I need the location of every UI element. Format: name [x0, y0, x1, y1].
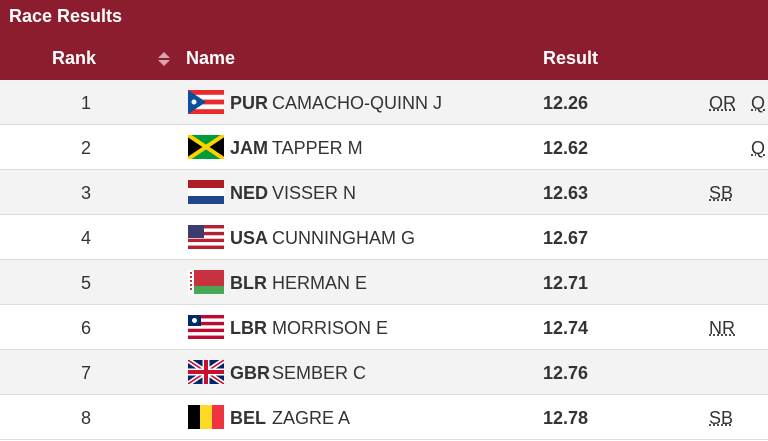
qualification-note: Q — [751, 138, 766, 158]
result: 12.67 — [543, 228, 589, 248]
result: 12.26 — [543, 93, 589, 113]
flag — [188, 315, 224, 339]
rank: 5 — [80, 273, 91, 293]
table-row[interactable]: 3 NED VISSER N 12.63 SB — [0, 170, 768, 215]
header-bar: Race Results Rank Name Result — [0, 0, 768, 80]
record-note: OR — [709, 93, 736, 113]
country-code: PUR — [230, 93, 269, 113]
result: 12.78 — [543, 408, 589, 428]
athlete-name[interactable]: CUNNINGHAM G — [272, 228, 415, 248]
flag — [188, 225, 224, 249]
column-header[interactable]: Name — [186, 48, 236, 68]
athlete-name[interactable]: MORRISON E — [272, 318, 389, 338]
flag — [188, 360, 224, 384]
athlete-name[interactable]: TAPPER M — [272, 138, 363, 158]
result: 12.74 — [543, 318, 589, 338]
table-row[interactable]: 5 BLR HERMAN E 12.71 — [0, 260, 768, 305]
country-code: USA — [230, 228, 269, 248]
table-row[interactable]: 1 PUR CAMACHO-QUINN J 12.26 OR Q — [0, 80, 768, 125]
athlete-name[interactable]: HERMAN E — [272, 273, 368, 293]
country-code: BLR — [230, 273, 267, 293]
country-code: JAM — [230, 138, 269, 158]
table-row[interactable]: 6 LBR MORRISON E 12.74 NR — [0, 305, 768, 350]
record-note: NR — [709, 318, 735, 338]
flag — [188, 135, 224, 159]
column-header[interactable]: Result — [543, 48, 599, 68]
table-row[interactable]: 7 GBR SEMBER C 12.76 — [0, 350, 768, 395]
result: 12.63 — [543, 183, 589, 203]
result: 12.62 — [543, 138, 589, 158]
country-code: LBR — [230, 318, 267, 338]
rank: 3 — [80, 183, 91, 203]
country-code: BEL — [230, 408, 266, 428]
country-code: GBR — [230, 363, 270, 383]
athlete-name[interactable]: ZAGRE A — [272, 408, 351, 428]
rank: 6 — [80, 318, 91, 338]
result: 12.76 — [543, 363, 589, 383]
qualification-note: Q — [751, 93, 766, 113]
flag — [188, 270, 224, 294]
country-code: NED — [230, 183, 269, 203]
sort-icon[interactable] — [157, 51, 171, 67]
record-note: SB — [709, 183, 734, 203]
athlete-name[interactable]: VISSER N — [272, 183, 357, 203]
rank: 8 — [80, 408, 91, 428]
flag — [188, 180, 224, 204]
table-row[interactable]: 2 JAM TAPPER M 12.62 Q — [0, 125, 768, 170]
flag — [188, 90, 224, 114]
rank: 4 — [80, 228, 91, 248]
record-note: SB — [709, 408, 734, 428]
table-row[interactable]: 4 USA CUNNINGHAM G 12.67 — [0, 215, 768, 260]
rank: 7 — [80, 363, 91, 383]
rank: 1 — [80, 93, 91, 113]
flag — [188, 405, 224, 429]
rank: 2 — [80, 138, 91, 158]
title: Race Results — [9, 6, 123, 26]
athlete-name[interactable]: SEMBER C — [272, 363, 367, 383]
column-header[interactable]: Rank — [52, 48, 97, 68]
result: 12.71 — [543, 273, 589, 293]
athlete-name[interactable]: CAMACHO-QUINN J — [272, 93, 442, 113]
table-row[interactable]: 8 BEL ZAGRE A 12.78 SB — [0, 395, 768, 440]
